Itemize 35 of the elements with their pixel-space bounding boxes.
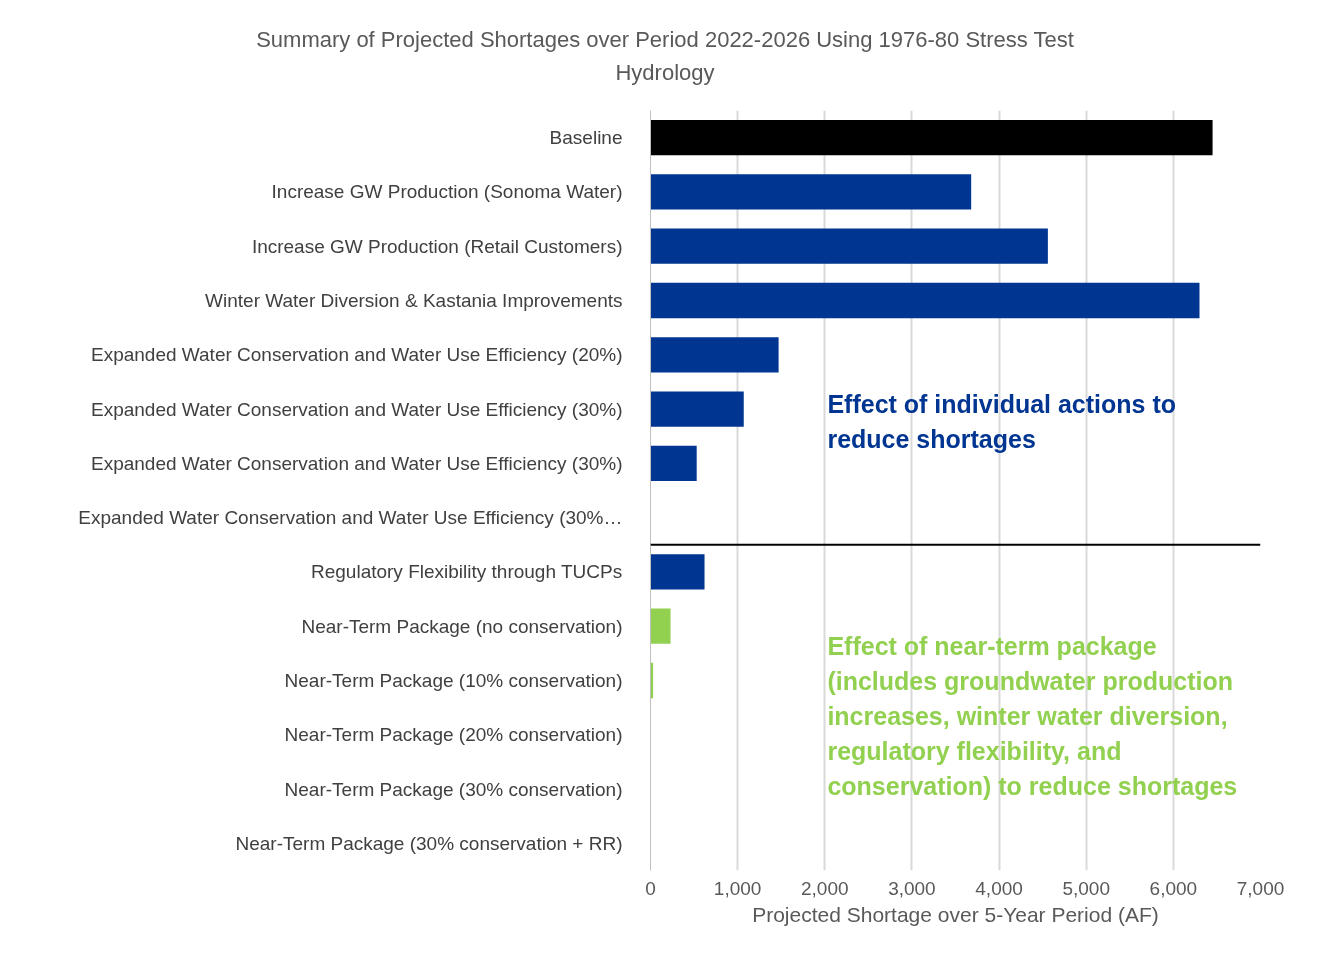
bar bbox=[650, 174, 972, 210]
x-tick-label: 6,000 bbox=[1149, 877, 1198, 899]
bar bbox=[650, 228, 1048, 264]
bar bbox=[650, 445, 697, 481]
y-tick-label: Increase GW Production (Retail Customers) bbox=[251, 235, 623, 257]
x-tick-label: 0 bbox=[645, 877, 656, 899]
bar bbox=[650, 608, 671, 644]
y-tick-label: Near-Term Package (30% conservation + RR) bbox=[235, 832, 623, 854]
x-axis-title: Projected Shortage over 5-Year Period (AF) bbox=[752, 902, 1159, 926]
y-tick-label: Near-Term Package (20% conservation) bbox=[284, 724, 623, 746]
y-tick-label: Near-Term Package (10% conservation) bbox=[284, 670, 623, 691]
y-tick-label: Regulatory Flexibility through TUCPs bbox=[310, 561, 623, 583]
annotation: Effect of near-term package (includes groundwater production increases, winter water diversion, regulatory flexibility, and conservation) to reduce shortages bbox=[827, 631, 1238, 800]
annotation: Effect of individual actions to reduce shortages bbox=[827, 390, 1177, 454]
y-tick-label: Expanded Water Conservation and Water Use Efficiency (20%) bbox=[90, 344, 623, 366]
bar bbox=[650, 337, 779, 373]
y-tick-label: Expanded Water Conservation and Water Use Efficiency (30%… bbox=[78, 507, 623, 529]
bar bbox=[650, 391, 744, 427]
y-tick-label: Baseline bbox=[549, 127, 623, 149]
y-tick-label: Winter Water Diversion & Kastania Improvements bbox=[205, 290, 623, 311]
y-tick-label: Near-Term Package (no conservation) bbox=[301, 615, 623, 637]
x-tick-label: 4,000 bbox=[975, 877, 1023, 899]
x-tick-label: 7,000 bbox=[1236, 877, 1285, 899]
x-tick-label: 5,000 bbox=[1062, 877, 1110, 899]
y-tick-label: Increase GW Production (Sonoma Water) bbox=[271, 181, 623, 203]
x-tick-label: 2,000 bbox=[801, 877, 849, 899]
bar bbox=[650, 554, 705, 590]
y-tick-label: Expanded Water Conservation and Water Use Efficiency (30%) bbox=[90, 452, 623, 474]
bar bbox=[650, 120, 1213, 156]
x-tick-label: 1,000 bbox=[713, 877, 762, 899]
chart-title: Summary of Projected Shortages over Period 2022-2026 Using 1976-80 Stress Test Hydrology bbox=[256, 26, 1074, 87]
y-tick-label: Near-Term Package (30% conservation) bbox=[284, 778, 623, 800]
bar bbox=[650, 282, 1200, 319]
y-tick-label: Expanded Water Conservation and Water Use Efficiency (30%) bbox=[90, 398, 623, 420]
x-tick-label: 3,000 bbox=[888, 877, 936, 899]
